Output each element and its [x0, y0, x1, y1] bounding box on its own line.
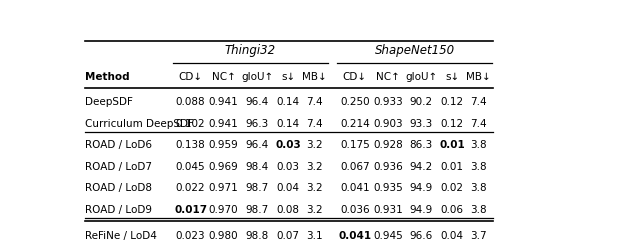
Text: 98.4: 98.4 [246, 162, 269, 172]
Text: 96.4: 96.4 [246, 140, 269, 150]
Text: NC↑: NC↑ [212, 72, 236, 82]
Text: 0.03: 0.03 [275, 140, 301, 150]
Text: 0.936: 0.936 [373, 162, 403, 172]
Text: MB↓: MB↓ [302, 72, 327, 82]
Text: 0.04: 0.04 [276, 184, 300, 194]
Text: ROAD / LoD7: ROAD / LoD7 [85, 162, 152, 172]
Text: 7.4: 7.4 [470, 97, 487, 107]
Text: 0.088: 0.088 [176, 97, 205, 107]
Text: 0.214: 0.214 [340, 119, 370, 129]
Text: 0.12: 0.12 [441, 97, 464, 107]
Text: 98.8: 98.8 [246, 231, 269, 241]
Text: 0.01: 0.01 [440, 140, 465, 150]
Text: 3.2: 3.2 [306, 184, 323, 194]
Text: NC↑: NC↑ [376, 72, 400, 82]
Text: 96.3: 96.3 [246, 119, 269, 129]
Text: 0.935: 0.935 [373, 184, 403, 194]
Text: 0.041: 0.041 [340, 184, 369, 194]
Text: 0.250: 0.250 [340, 97, 369, 107]
Text: 0.022: 0.022 [176, 184, 205, 194]
Text: ShapeNet150: ShapeNet150 [374, 44, 454, 57]
Text: s↓: s↓ [445, 72, 460, 82]
Text: 0.971: 0.971 [209, 184, 239, 194]
Text: 3.8: 3.8 [470, 162, 487, 172]
Text: ReFiNe / LoD4: ReFiNe / LoD4 [85, 231, 157, 241]
Text: 94.2: 94.2 [410, 162, 433, 172]
Text: 0.138: 0.138 [176, 140, 205, 150]
Text: 0.959: 0.959 [209, 140, 239, 150]
Text: 0.03: 0.03 [276, 162, 300, 172]
Text: 90.2: 90.2 [410, 97, 433, 107]
Text: 0.12: 0.12 [441, 119, 464, 129]
Text: 0.933: 0.933 [373, 97, 403, 107]
Text: 3.2: 3.2 [306, 140, 323, 150]
Text: 0.041: 0.041 [338, 231, 371, 241]
Text: Thingi32: Thingi32 [225, 44, 276, 57]
Text: 0.08: 0.08 [276, 205, 300, 215]
Text: 3.1: 3.1 [306, 231, 323, 241]
Text: 94.9: 94.9 [410, 184, 433, 194]
Text: 0.14: 0.14 [276, 119, 300, 129]
Text: 0.175: 0.175 [340, 140, 370, 150]
Text: ROAD / LoD8: ROAD / LoD8 [85, 184, 152, 194]
Text: s↓: s↓ [281, 72, 295, 82]
Text: 3.8: 3.8 [470, 184, 487, 194]
Text: 93.3: 93.3 [410, 119, 433, 129]
Text: 0.931: 0.931 [373, 205, 403, 215]
Text: 0.06: 0.06 [441, 205, 464, 215]
Text: 0.903: 0.903 [373, 119, 403, 129]
Text: 0.14: 0.14 [276, 97, 300, 107]
Text: 0.04: 0.04 [441, 231, 464, 241]
Text: 3.8: 3.8 [470, 140, 487, 150]
Text: 0.928: 0.928 [373, 140, 403, 150]
Text: 0.980: 0.980 [209, 231, 239, 241]
Text: 0.969: 0.969 [209, 162, 239, 172]
Text: Method: Method [85, 72, 129, 82]
Text: 94.9: 94.9 [410, 205, 433, 215]
Text: 0.945: 0.945 [373, 231, 403, 241]
Text: 0.067: 0.067 [340, 162, 369, 172]
Text: gIoU↑: gIoU↑ [241, 72, 273, 82]
Text: 0.036: 0.036 [340, 205, 369, 215]
Text: 0.045: 0.045 [176, 162, 205, 172]
Text: MB↓: MB↓ [466, 72, 491, 82]
Text: 0.01: 0.01 [441, 162, 464, 172]
Text: 7.4: 7.4 [306, 97, 323, 107]
Text: gIoU↑: gIoU↑ [405, 72, 437, 82]
Text: 98.7: 98.7 [246, 184, 269, 194]
Text: CD↓: CD↓ [343, 72, 367, 82]
Text: 0.941: 0.941 [209, 119, 239, 129]
Text: 0.941: 0.941 [209, 97, 239, 107]
Text: ROAD / LoD6: ROAD / LoD6 [85, 140, 152, 150]
Text: 7.4: 7.4 [470, 119, 487, 129]
Text: ROAD / LoD9: ROAD / LoD9 [85, 205, 152, 215]
Text: 0.02: 0.02 [441, 184, 464, 194]
Text: CD↓: CD↓ [179, 72, 203, 82]
Text: 3.2: 3.2 [306, 205, 323, 215]
Text: 0.970: 0.970 [209, 205, 239, 215]
Text: DeepSDF: DeepSDF [85, 97, 133, 107]
Text: 3.2: 3.2 [306, 162, 323, 172]
Text: 0.017: 0.017 [174, 205, 207, 215]
Text: 0.023: 0.023 [176, 231, 205, 241]
Text: 96.4: 96.4 [246, 97, 269, 107]
Text: 0.102: 0.102 [176, 119, 205, 129]
Text: Curriculum DeepSDF: Curriculum DeepSDF [85, 119, 194, 129]
Text: 98.7: 98.7 [246, 205, 269, 215]
Text: 3.7: 3.7 [470, 231, 487, 241]
Text: 96.6: 96.6 [410, 231, 433, 241]
Text: 3.8: 3.8 [470, 205, 487, 215]
Text: 0.07: 0.07 [276, 231, 300, 241]
Text: 86.3: 86.3 [410, 140, 433, 150]
Text: 7.4: 7.4 [306, 119, 323, 129]
